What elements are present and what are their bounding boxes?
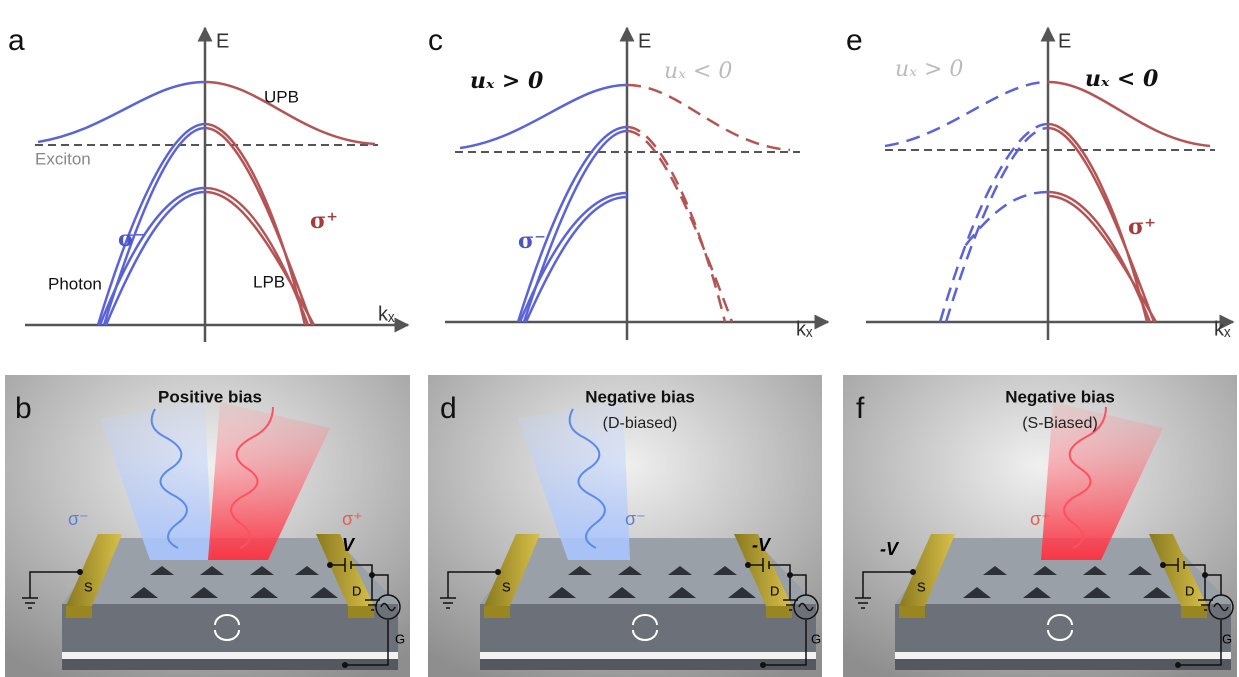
electrode-label: S bbox=[917, 579, 926, 594]
gate-label: G bbox=[395, 631, 405, 646]
sigma-label: σ⁻ bbox=[625, 509, 646, 529]
sigma-label: σ⁺ bbox=[1128, 214, 1156, 240]
panel-subtitle: (D-biased) bbox=[603, 415, 678, 432]
velocity-label: uₓ > 0 bbox=[470, 68, 544, 94]
lpb-right bbox=[205, 188, 314, 325]
panel-letter: d bbox=[440, 392, 457, 425]
sigma-label: σ⁻ bbox=[118, 226, 146, 252]
panel-subtitle: (S-Biased) bbox=[1022, 415, 1098, 432]
axis-label: kₓ bbox=[1214, 318, 1231, 340]
gate-label: G bbox=[1222, 631, 1232, 646]
electrode-label: D bbox=[1185, 583, 1194, 598]
velocity-label: uₓ < 0 bbox=[1085, 66, 1159, 92]
panel-title: Negative bias bbox=[585, 387, 695, 406]
electrode-label: D bbox=[352, 583, 361, 598]
gate-label: G bbox=[811, 631, 821, 646]
panel-letter: c bbox=[428, 24, 443, 57]
lpb-right bbox=[1048, 192, 1156, 322]
voltage-label: -V bbox=[752, 535, 772, 555]
velocity-label: uₓ < 0 bbox=[664, 59, 732, 84]
velocity-label: uₓ > 0 bbox=[895, 57, 963, 82]
panel-a: a E kₓ UPB Exciton σ⁻ σ⁺ Photon LPB bbox=[8, 24, 408, 342]
axis-label: E bbox=[216, 30, 229, 52]
sigma-label: σ⁺ bbox=[342, 509, 363, 529]
panel-title: Positive bias bbox=[158, 387, 262, 406]
sigma-label: σ⁻ bbox=[518, 228, 546, 254]
panel-letter: e bbox=[846, 24, 863, 57]
panel-letter: f bbox=[856, 392, 865, 425]
sigma-label: σ⁺ bbox=[310, 208, 338, 234]
panel-letter: b bbox=[15, 392, 32, 425]
voltage-label: -V bbox=[880, 539, 900, 559]
lpb-left bbox=[100, 188, 205, 325]
panel-f: f Negative bias (S-Biased) σ⁺ -V S D G bbox=[843, 375, 1237, 677]
voltage-label: V bbox=[342, 535, 356, 555]
sigma-label: σ⁻ bbox=[68, 509, 89, 529]
photon-label: Photon bbox=[48, 274, 102, 293]
panel-letter: a bbox=[8, 24, 25, 57]
panel-c: c E kₓ uₓ > 0 uₓ < 0 σ⁻ bbox=[428, 24, 828, 340]
electrode-label: D bbox=[770, 583, 779, 598]
lpb-left bbox=[962, 192, 1048, 250]
lpb-label: LPB bbox=[253, 272, 285, 291]
axis-label: E bbox=[638, 30, 651, 52]
upb-label: UPB bbox=[264, 87, 299, 106]
panel-e: e E kₓ uₓ > 0 uₓ < 0 σ⁺ bbox=[846, 24, 1233, 340]
photon-right bbox=[627, 127, 732, 322]
axis-label: kₓ bbox=[796, 318, 813, 340]
electrode-label: S bbox=[502, 579, 511, 594]
body: a E kₓ UPB Exciton σ⁻ σ⁺ Photon LPB c E … bbox=[0, 0, 1239, 677]
figure: a E kₓ UPB Exciton σ⁻ σ⁺ Photon LPB c E … bbox=[0, 0, 1239, 677]
page: {"dispersion_panels": [ {"letter": "a", … bbox=[0, 0, 1239, 677]
upb-left bbox=[38, 82, 205, 142]
panel-b: b Positive bias σ⁻ σ⁺ V S D G bbox=[5, 375, 410, 677]
lpb-left bbox=[520, 193, 627, 322]
exciton-label: Exciton bbox=[35, 149, 91, 168]
photon-left bbox=[940, 124, 1048, 322]
axis-label: E bbox=[1058, 30, 1071, 52]
panel-d: d Negative bias (D-biased) σ⁻ -V S D G bbox=[428, 375, 822, 677]
sigma-label: σ⁺ bbox=[1030, 509, 1051, 529]
electrode-label: S bbox=[84, 579, 93, 594]
panel-title: Negative bias bbox=[1005, 387, 1115, 406]
axis-label: kₓ bbox=[378, 303, 395, 325]
